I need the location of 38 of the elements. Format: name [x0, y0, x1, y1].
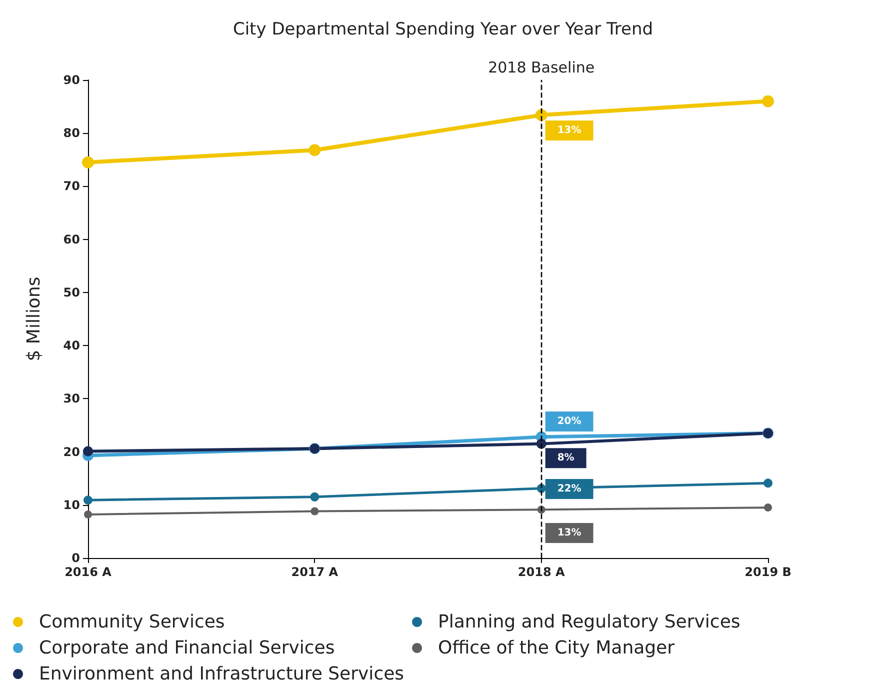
- chart-title: City Departmental Spending Year over Year Trend: [232, 20, 654, 40]
- point: [762, 95, 774, 108]
- y-tick-label: 50: [63, 285, 80, 300]
- annotation: 22%: [557, 483, 582, 494]
- y-tick-label: 10: [63, 498, 80, 512]
- y-tick-label: 20: [63, 444, 80, 459]
- y-tick-label: 40: [63, 338, 80, 353]
- annotation: 13%: [557, 124, 582, 136]
- x-tick-label: 2019 B: [744, 565, 792, 579]
- legend-label: Planning and Regulatory Services: [438, 612, 740, 632]
- point: [84, 510, 92, 518]
- annotation: 13%: [557, 528, 582, 539]
- y-tick-label: 0: [72, 551, 80, 565]
- y-axis-title: $ Millions: [24, 276, 44, 362]
- point: [535, 109, 548, 122]
- annotation: 8%: [557, 452, 574, 464]
- y-tick-label: 60: [63, 232, 80, 246]
- ref-line-label: 2018 Baseline: [488, 58, 595, 76]
- y-tick-label: 30: [63, 392, 80, 406]
- y-tick-label: 90: [63, 73, 80, 87]
- legend-label: Office of the City Manager: [438, 638, 676, 658]
- x-tick-label: 2017 A: [291, 565, 339, 579]
- point: [84, 496, 92, 505]
- y-tick-label: 70: [63, 179, 80, 194]
- point: [308, 144, 321, 156]
- x-tick-label: 2018 A: [518, 565, 566, 579]
- legend-label: Environment and Infrastructure Services: [39, 664, 404, 684]
- point: [310, 507, 319, 516]
- legend-label: Community Services: [39, 612, 225, 632]
- x-tick-label: 2016 A: [64, 565, 112, 579]
- point: [310, 492, 320, 502]
- point: [83, 446, 93, 456]
- legend-label: Corporate and Financial Services: [39, 638, 335, 658]
- point: [764, 478, 772, 488]
- y-tick-label: 80: [63, 126, 80, 140]
- annotation: 20%: [557, 416, 582, 428]
- point: [82, 156, 94, 168]
- point: [764, 504, 772, 512]
